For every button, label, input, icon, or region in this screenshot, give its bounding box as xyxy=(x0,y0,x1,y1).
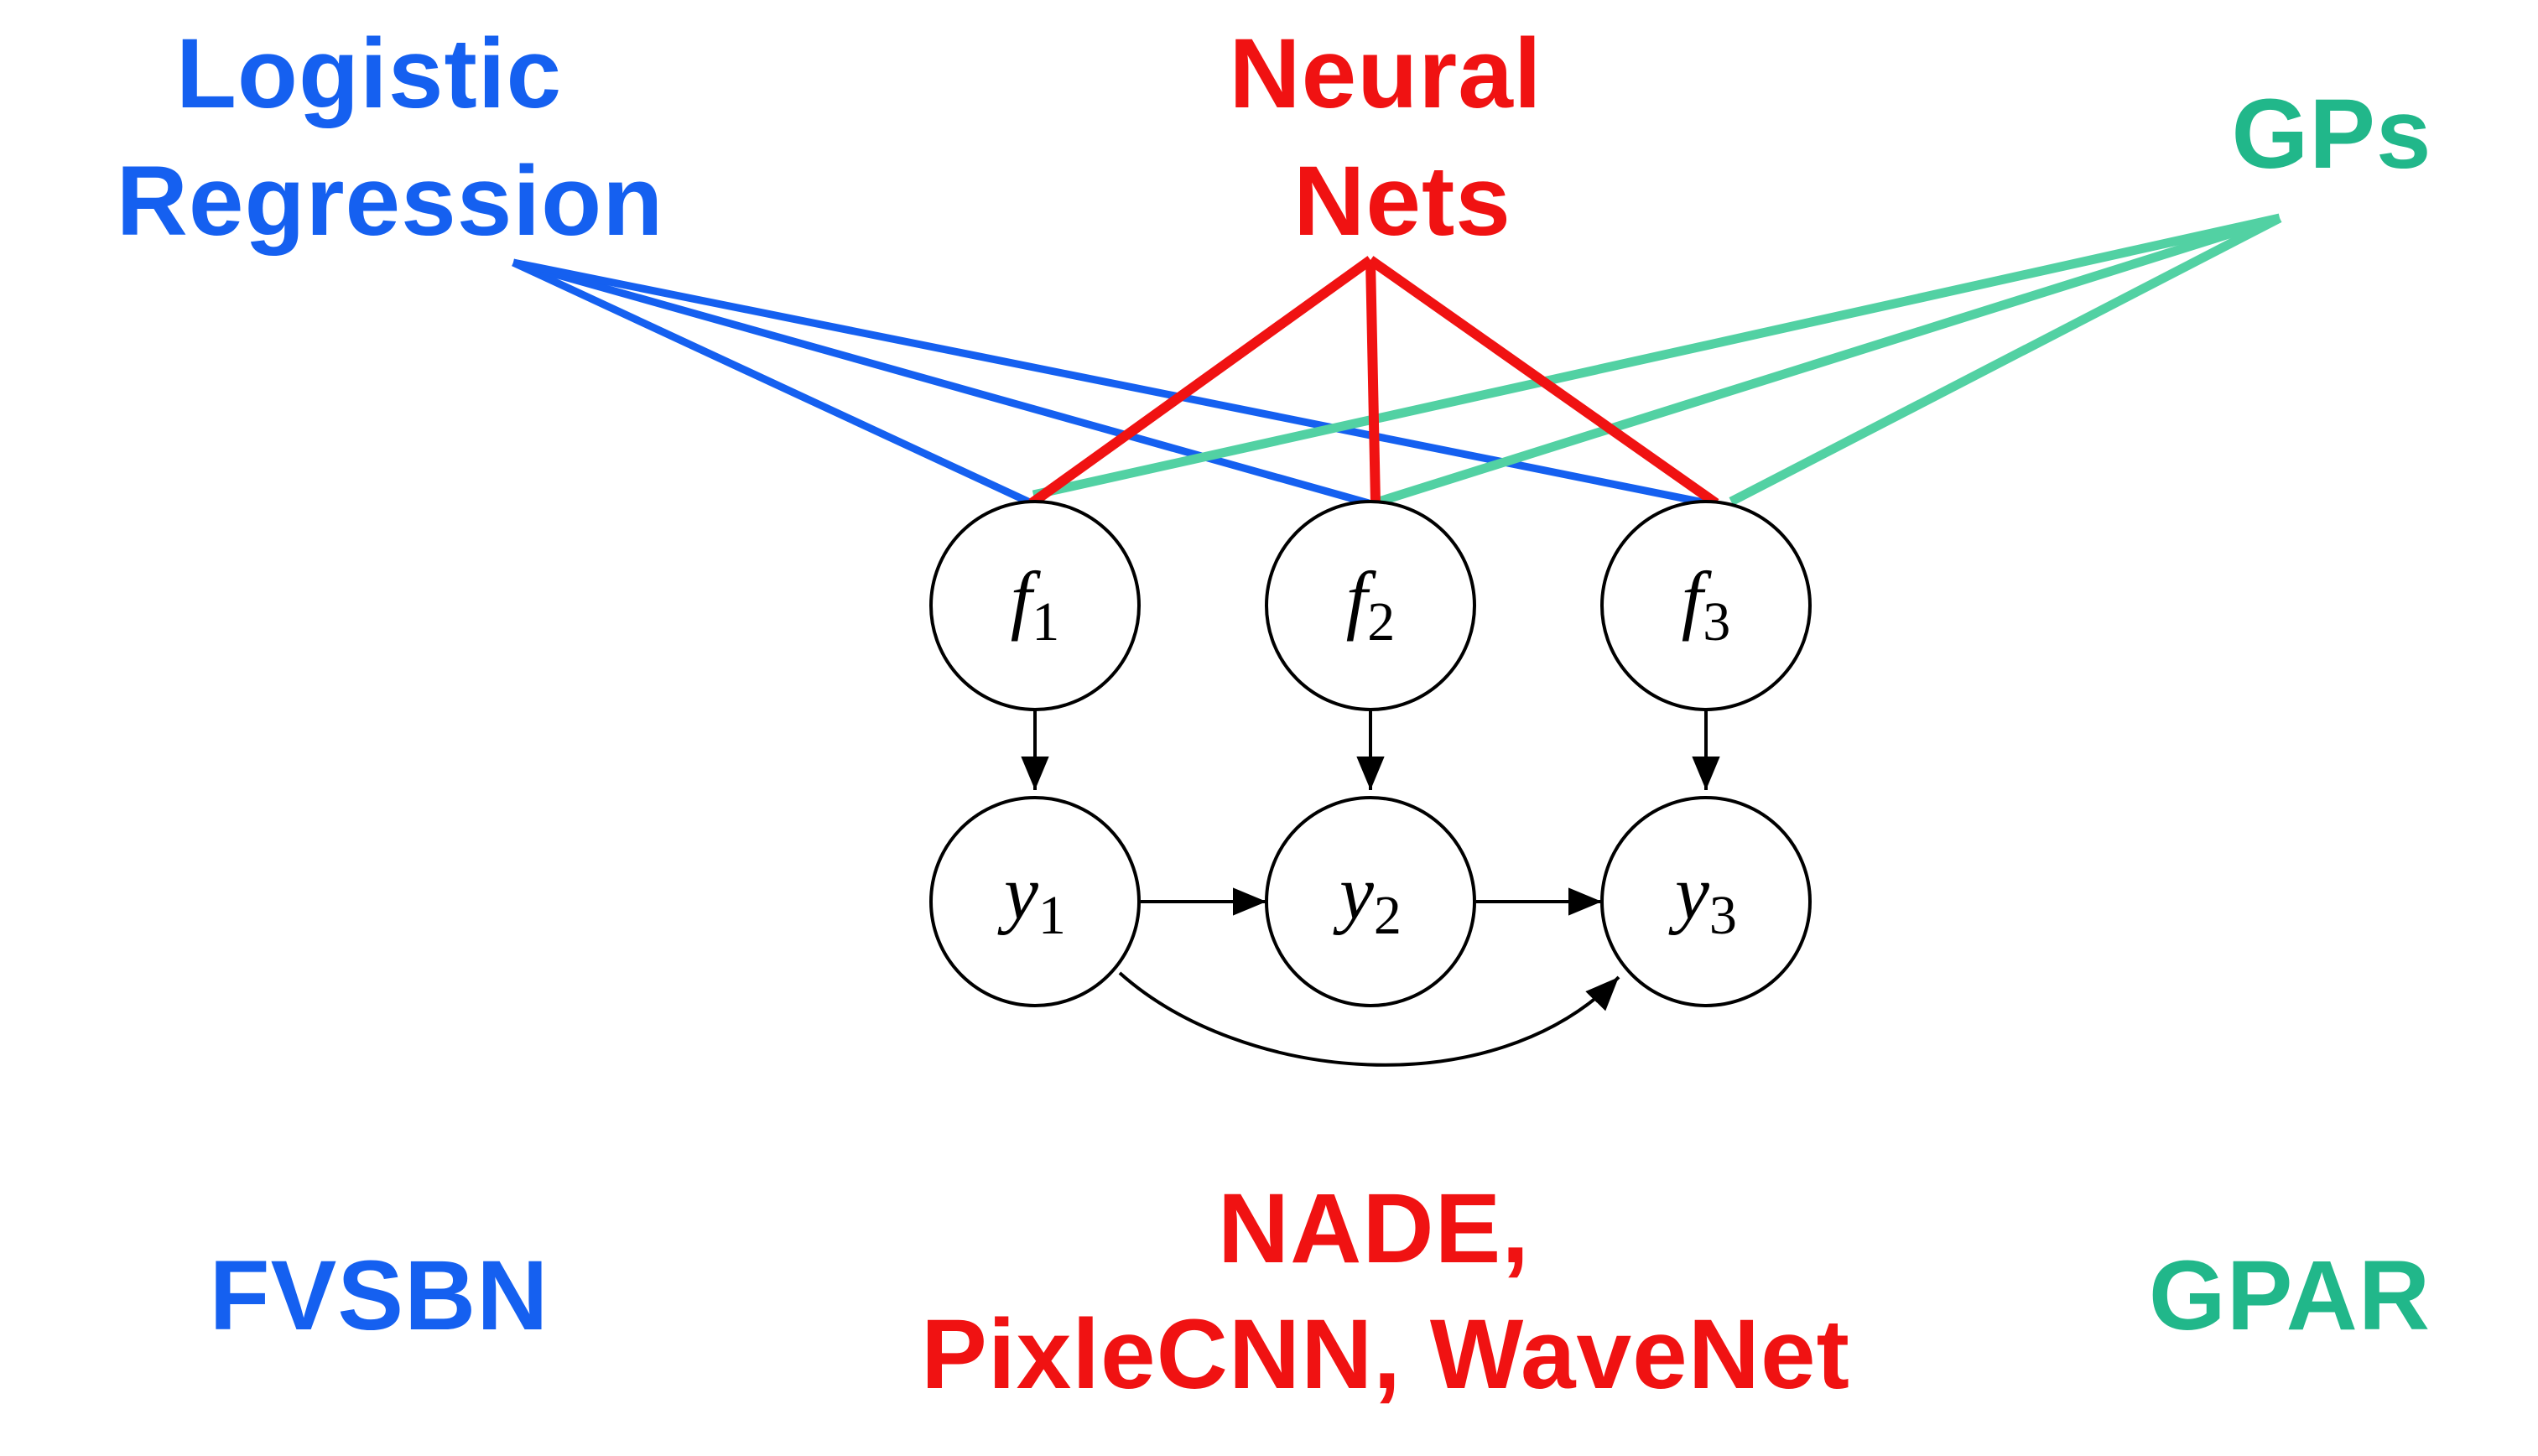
node-f1: f1 xyxy=(929,500,1141,711)
nade-pixelcnn-wavenet-label: NADE, PixleCNN, WaveNet xyxy=(921,1173,1850,1410)
svg-text:f1: f1 xyxy=(1011,556,1060,653)
svg-text:Neural: Neural xyxy=(1229,18,1542,129)
svg-text:GPs: GPs xyxy=(2231,79,2431,190)
edge-y1-y3 xyxy=(1118,971,1620,1067)
gps-label: GPs xyxy=(2231,79,2431,190)
connection-lines xyxy=(512,213,2282,507)
logistic-regression-label: Logistic Regression xyxy=(117,18,664,257)
svg-text:FVSBN: FVSBN xyxy=(210,1240,549,1351)
neural-to-f2-line xyxy=(1365,259,1381,504)
svg-text:GPAR: GPAR xyxy=(2149,1240,2431,1351)
node-y2: y2 xyxy=(1265,796,1476,1007)
node-f3: f3 xyxy=(1600,500,1812,711)
svg-text:Nets: Nets xyxy=(1293,146,1511,257)
svg-text:NADE,: NADE, xyxy=(1218,1173,1530,1284)
logistic-to-f1-line xyxy=(512,258,1033,507)
gps-to-f2-line xyxy=(1377,213,2281,507)
graph-nodes: f1 f2 f3 y1 y2 y3 xyxy=(929,500,1812,1007)
neural-to-f1-line xyxy=(1028,256,1374,507)
neural-nets-label: Neural Nets xyxy=(1229,18,1542,257)
gpar-label: GPAR xyxy=(2149,1240,2431,1351)
node-y3: y3 xyxy=(1600,796,1812,1007)
svg-text:y3: y3 xyxy=(1668,850,1737,946)
svg-text:Logistic: Logistic xyxy=(176,18,562,129)
gps-to-f3-line xyxy=(1729,214,2282,506)
node-f2: f2 xyxy=(1265,500,1476,711)
svg-text:PixleCNN, WaveNet: PixleCNN, WaveNet xyxy=(921,1299,1850,1410)
node-y1: y1 xyxy=(929,796,1141,1007)
svg-text:y2: y2 xyxy=(1333,850,1402,946)
graph-edges xyxy=(1021,709,1720,1067)
svg-text:Regression: Regression xyxy=(117,146,664,257)
fvsbn-label: FVSBN xyxy=(210,1240,549,1351)
neural-to-f3-line xyxy=(1367,256,1719,507)
gps-to-f1-line xyxy=(1032,213,2281,500)
logistic-to-f2-line xyxy=(512,258,1370,507)
svg-text:y1: y1 xyxy=(997,850,1066,946)
